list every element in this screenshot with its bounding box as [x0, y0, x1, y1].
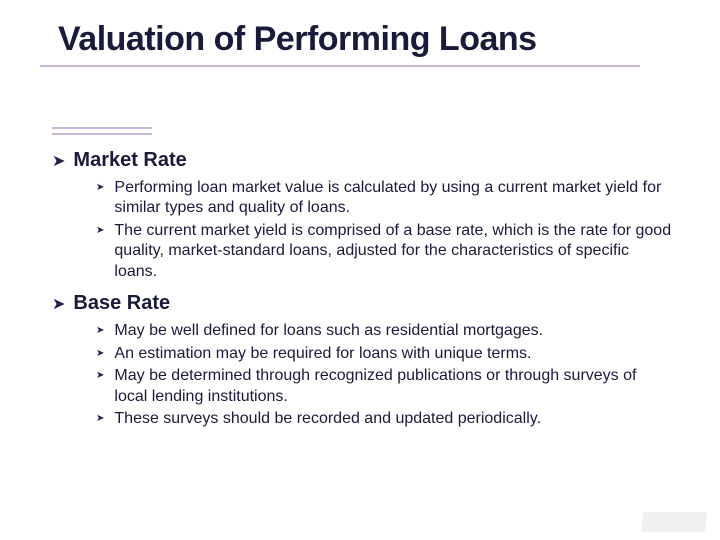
section-market-rate: ➤ Market Rate ➤ Performing loan market v… [52, 149, 672, 282]
list-item-text: Performing loan market value is calculat… [114, 178, 672, 219]
sub-bullet-icon: ➤ [96, 178, 104, 198]
slide-content: ➤ Market Rate ➤ Performing loan market v… [40, 149, 680, 430]
arrow-bullet-icon: ➤ [52, 154, 65, 170]
title-underline [40, 65, 640, 67]
slide-title: Valuation of Performing Loans [40, 20, 680, 59]
section-title: Market Rate [73, 149, 186, 172]
section-header: ➤ Base Rate [52, 292, 672, 315]
sub-list: ➤ May be well defined for loans such as … [52, 321, 672, 429]
list-item: ➤ The current market yield is comprised … [96, 221, 672, 282]
list-item: ➤ Performing loan market value is calcul… [96, 178, 672, 219]
sub-bullet-icon: ➤ [96, 366, 104, 386]
list-item-text: An estimation may be required for loans … [114, 344, 531, 364]
sub-bullet-icon: ➤ [96, 344, 104, 364]
decorative-rules [40, 127, 680, 135]
list-item: ➤ May be determined through recognized p… [96, 366, 672, 407]
sub-bullet-icon: ➤ [96, 409, 104, 429]
slide-container: Valuation of Performing Loans ➤ Market R… [0, 0, 720, 540]
list-item: ➤ These surveys should be recorded and u… [96, 409, 672, 429]
sub-bullet-icon: ➤ [96, 321, 104, 341]
sub-bullet-icon: ➤ [96, 221, 104, 241]
list-item-text: May be determined through recognized pub… [114, 366, 672, 407]
section-header: ➤ Market Rate [52, 149, 672, 172]
list-item-text: May be well defined for loans such as re… [114, 321, 543, 341]
arrow-bullet-icon: ➤ [52, 297, 65, 313]
sub-list: ➤ Performing loan market value is calcul… [52, 178, 672, 282]
list-item: ➤ May be well defined for loans such as … [96, 321, 672, 341]
short-rule [52, 127, 152, 129]
list-item-text: The current market yield is comprised of… [114, 221, 672, 282]
section-title: Base Rate [73, 292, 170, 315]
watermark-icon [641, 512, 708, 532]
section-base-rate: ➤ Base Rate ➤ May be well defined for lo… [52, 292, 672, 429]
title-block: Valuation of Performing Loans [40, 20, 680, 67]
short-rule [52, 133, 152, 135]
list-item-text: These surveys should be recorded and upd… [114, 409, 541, 429]
list-item: ➤ An estimation may be required for loan… [96, 344, 672, 364]
